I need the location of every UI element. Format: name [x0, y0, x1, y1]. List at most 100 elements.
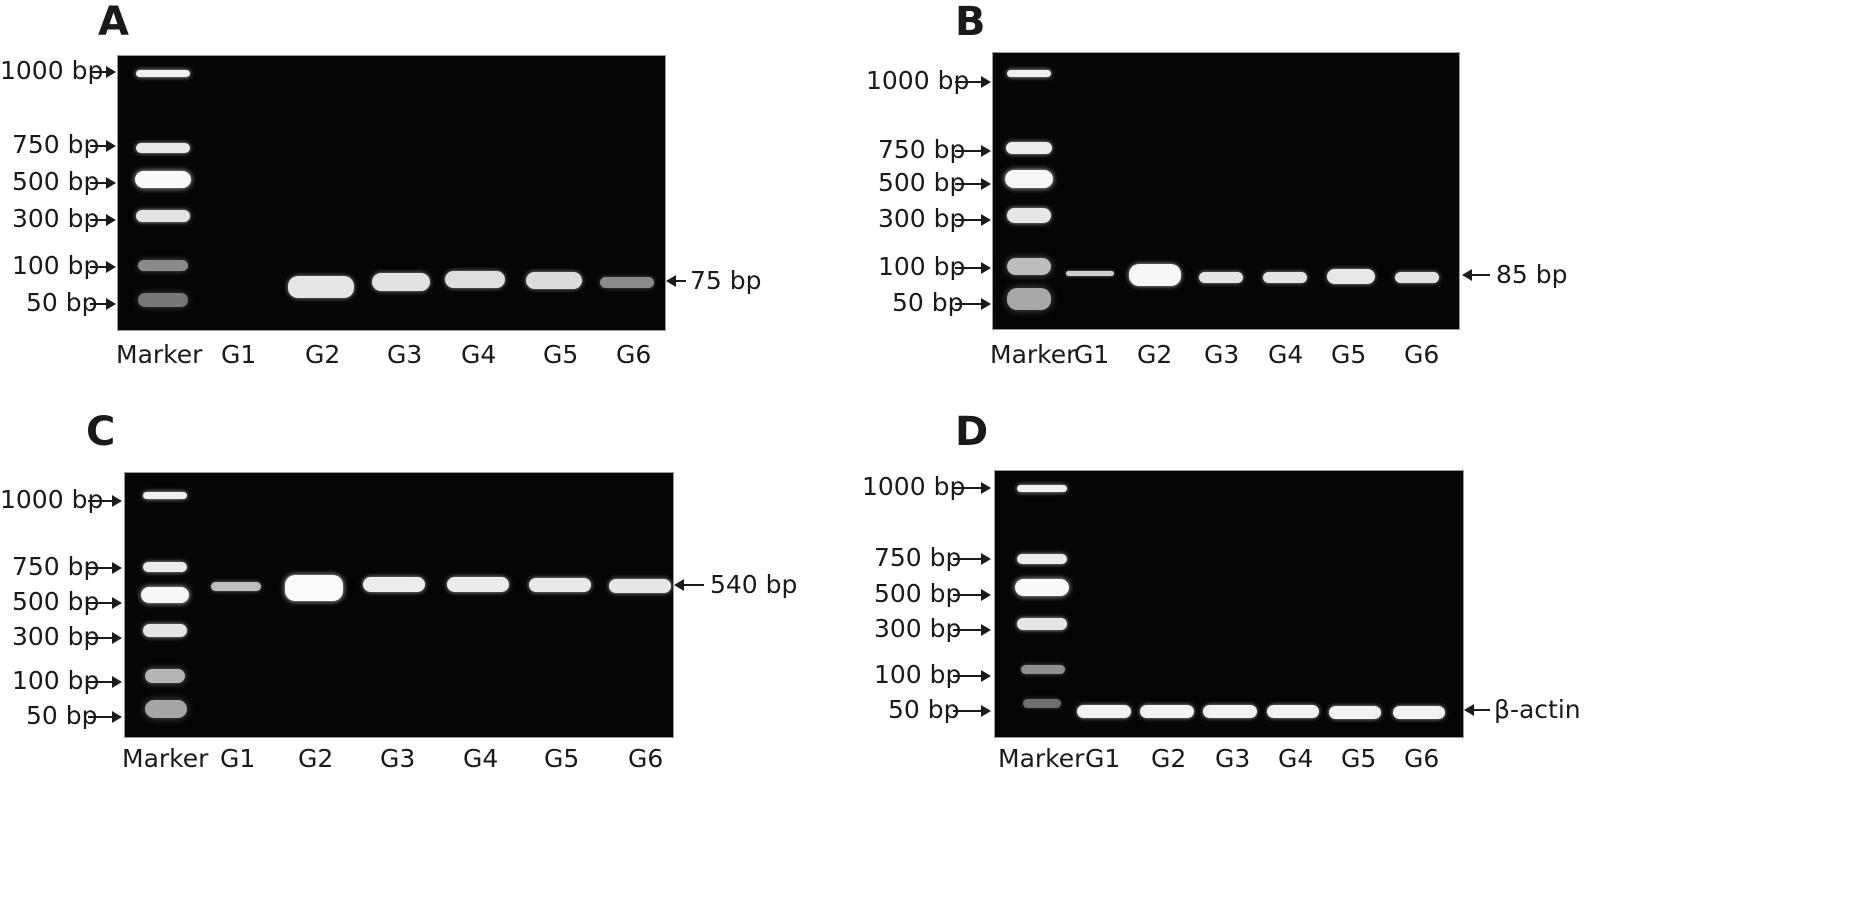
ladder-label: 50 bp	[26, 701, 98, 730]
ladder-label: 750 bp	[874, 543, 962, 572]
lane-label: G5	[1331, 340, 1367, 369]
ladder-label: 50 bp	[888, 695, 960, 724]
ladder-band	[1007, 258, 1051, 275]
lane-label: G3	[1215, 744, 1251, 773]
ladder-band	[1017, 618, 1067, 630]
ladder-label: 500 bp	[874, 579, 962, 608]
sample-band	[1267, 705, 1319, 718]
lane-label: G4	[463, 744, 499, 773]
sample-band	[447, 577, 509, 592]
marker-arrow	[90, 140, 116, 152]
ladder-band	[136, 143, 190, 153]
product-arrow	[1464, 704, 1490, 716]
sample-band	[1263, 272, 1307, 283]
sample-band	[372, 273, 430, 291]
ladder-label: 50 bp	[26, 288, 98, 317]
lane-label: G4	[461, 340, 497, 369]
ladder-label: 300 bp	[878, 204, 966, 233]
lane-label: G1	[1074, 340, 1110, 369]
marker-arrow	[955, 298, 991, 310]
gel-image	[117, 55, 666, 331]
sample-band	[529, 578, 591, 592]
lane-label: G5	[544, 744, 580, 773]
ladder-label: 300 bp	[12, 204, 100, 233]
ladder-label: 750 bp	[12, 552, 100, 581]
lane-label: G6	[1404, 744, 1440, 773]
gel-image	[994, 470, 1464, 738]
lane-label: G1	[1085, 744, 1121, 773]
marker-arrow	[90, 214, 116, 226]
ladder-label: 750 bp	[12, 130, 100, 159]
ladder-label: 300 bp	[874, 614, 962, 643]
sample-band	[609, 579, 671, 593]
ladder-band	[1017, 554, 1067, 564]
ladder-band	[145, 700, 187, 718]
marker-arrow	[90, 261, 116, 273]
lane-label: Marker	[122, 744, 209, 773]
marker-arrow	[953, 670, 991, 682]
sample-band	[600, 277, 654, 288]
ladder-band	[136, 210, 190, 222]
lane-label: G5	[543, 340, 579, 369]
ladder-band	[1015, 579, 1069, 596]
ladder-band	[135, 171, 191, 188]
lane-label: G2	[1137, 340, 1173, 369]
panel-letter-d: D	[955, 409, 989, 455]
ladder-band	[141, 587, 189, 603]
lane-label: Marker	[116, 340, 203, 369]
lane-label: G1	[220, 744, 256, 773]
sample-band	[1129, 264, 1181, 286]
ladder-band	[143, 624, 187, 637]
lane-label: G4	[1268, 340, 1304, 369]
product-label: 540 bp	[710, 570, 798, 599]
ladder-label: 750 bp	[878, 135, 966, 164]
ladder-band	[1007, 288, 1051, 310]
ladder-label: 100 bp	[12, 666, 100, 695]
lane-label: G6	[616, 340, 652, 369]
ladder-band	[1021, 665, 1065, 674]
ladder-label: 100 bp	[12, 251, 100, 280]
lane-label: G3	[380, 744, 416, 773]
lane-label: G2	[305, 340, 341, 369]
lane-label: G6	[1404, 340, 1440, 369]
ladder-label: 500 bp	[12, 587, 100, 616]
lane-label: G5	[1341, 744, 1377, 773]
panel-letter-b: B	[955, 0, 986, 45]
ladder-band	[143, 562, 187, 572]
product-label: 85 bp	[1496, 260, 1568, 289]
sample-band	[445, 271, 505, 288]
lane-label: G3	[387, 340, 423, 369]
gel-image	[124, 472, 674, 738]
marker-arrow	[955, 214, 991, 226]
marker-arrow	[955, 262, 991, 274]
sample-band	[1329, 706, 1381, 719]
lane-label: G1	[221, 340, 257, 369]
marker-arrow	[88, 562, 122, 574]
ladder-band	[1007, 208, 1051, 223]
ladder-band	[145, 669, 185, 683]
sample-band	[1140, 705, 1194, 718]
ladder-label: 1000 bp	[0, 485, 104, 514]
marker-arrow	[953, 705, 991, 717]
marker-arrow	[953, 553, 991, 565]
lane-label: G2	[1151, 744, 1187, 773]
product-label: 75 bp	[690, 266, 762, 295]
ladder-band	[1006, 142, 1052, 154]
ladder-label: 1000 bp	[862, 472, 966, 501]
sample-band	[1327, 269, 1375, 284]
panel-letter-c: C	[86, 409, 116, 455]
marker-arrow	[953, 482, 991, 494]
lane-label: G6	[628, 744, 664, 773]
sample-band	[1199, 272, 1243, 283]
sample-band	[288, 276, 354, 298]
lane-label: G3	[1204, 340, 1240, 369]
ladder-label: 50 bp	[892, 288, 964, 317]
ladder-band	[143, 492, 187, 499]
marker-arrow	[90, 66, 116, 78]
ladder-label: 500 bp	[878, 168, 966, 197]
sample-band	[1203, 705, 1257, 718]
sample-band	[1077, 705, 1131, 718]
marker-arrow	[88, 495, 122, 507]
lane-label: Marker	[998, 744, 1085, 773]
product-arrow	[1462, 269, 1490, 281]
